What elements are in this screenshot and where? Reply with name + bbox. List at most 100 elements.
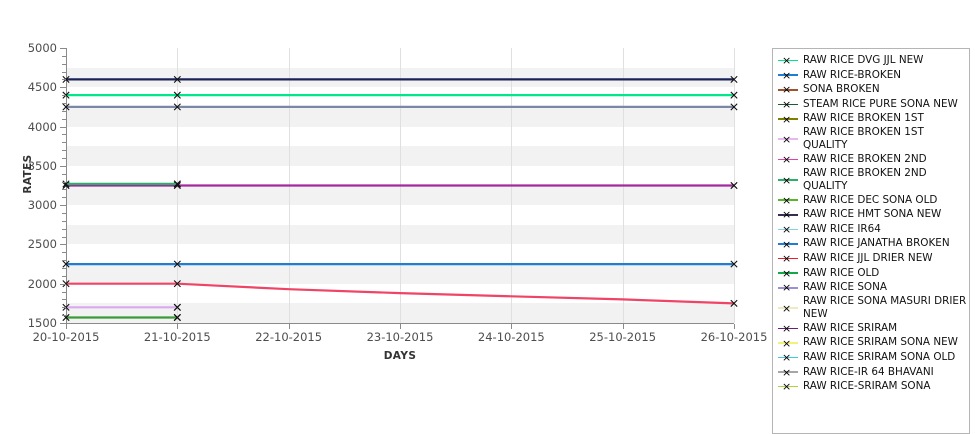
series-line-blue [62, 260, 738, 268]
legend-item-label: RAW RICE SONA MASURI DRIER NEW [803, 295, 967, 320]
y-tick-minor [62, 55, 66, 57]
legend-item-label: RAW RICE SONA [803, 281, 887, 294]
legend-item[interactable]: × STEAM RICE PURE SONA NEW [777, 97, 967, 112]
legend-item[interactable]: × SONA BROKEN [777, 82, 967, 97]
y-tick-minor [62, 307, 66, 309]
legend-marker-icon: × [777, 266, 799, 279]
x-tick-label: 26-10-2015 [700, 330, 768, 344]
x-tick-label: 20-10-2015 [32, 330, 100, 344]
legend-item[interactable]: × RAW RICE BROKEN 1ST QUALITY [777, 126, 967, 152]
legend-marker-icon: × [777, 83, 799, 96]
y-tick-label: 3000 [27, 198, 57, 213]
data-point-marker [173, 280, 181, 288]
y-tick-minor [62, 252, 66, 254]
data-point-marker [173, 303, 181, 311]
legend-marker-icon: × [777, 252, 799, 265]
x-tick [400, 324, 401, 329]
y-tick-minor [62, 299, 66, 301]
x-tick [288, 324, 290, 329]
y-tick-minor [62, 95, 66, 97]
data-point-marker [730, 299, 738, 307]
legend-item-label: RAW RICE HMT SONA NEW [803, 208, 942, 221]
data-point-marker [62, 75, 70, 84]
x-axis-line [66, 323, 734, 324]
y-tick [60, 48, 66, 49]
y-tick-minor [62, 173, 66, 175]
series-line-navy [62, 75, 738, 84]
legend-box[interactable]: × RAW RICE DVG JJL NEW × RAW RICE-BROKEN × SO… [772, 48, 970, 434]
legend-marker-icon: × [777, 112, 799, 125]
y-tick-minor [62, 268, 66, 269]
y-tick-label: 3500 [27, 158, 57, 173]
legend-item[interactable]: × RAW RICE DVG JJL NEW [777, 53, 967, 68]
x-tick-label: 21-10-2015 [143, 330, 211, 344]
data-point-marker [173, 103, 181, 111]
y-tick-label: 2000 [27, 276, 57, 291]
y-tick-minor [62, 181, 66, 183]
y-tick [60, 165, 66, 167]
legend-marker-icon: × [777, 336, 799, 349]
legend-item[interactable]: × RAW RICE-IR 64 BHAVANI [777, 365, 967, 380]
legend-item[interactable]: × RAW RICE SRIRAM SONA NEW [777, 335, 967, 350]
data-point-marker [62, 303, 70, 311]
legend-marker-icon: × [777, 365, 799, 378]
data-point-marker [62, 91, 70, 99]
legend-item[interactable]: × RAW RICE BROKEN 1ST [777, 111, 967, 126]
legend-marker-icon: × [777, 68, 799, 81]
legend-item-label: RAW RICE-SRIRAM SONA [803, 380, 931, 393]
legend-item[interactable]: × RAW RICE SRIRAM SONA OLD [777, 350, 967, 365]
legend-item-label: RAW RICE OLD [803, 266, 880, 279]
legend-item[interactable]: × RAW RICE-SRIRAM SONA [777, 379, 967, 394]
legend-item-label: RAW RICE IR64 [803, 222, 881, 235]
data-point-marker [62, 260, 70, 268]
legend-item[interactable]: × RAW RICE-BROKEN [777, 68, 967, 83]
legend-item[interactable]: × RAW RICE SRIRAM [777, 321, 967, 336]
legend-item-label: RAW RICE BROKEN 2ND QUALITY [803, 167, 927, 192]
legend-marker-icon: × [777, 153, 799, 166]
y-tick [60, 323, 66, 324]
legend-marker-icon: × [777, 322, 799, 335]
x-tick-label: 24-10-2015 [477, 330, 545, 344]
y-tick-minor [62, 189, 66, 191]
legend-item-label: RAW RICE SRIRAM SONA OLD [803, 350, 956, 363]
legend-item-label: RAW RICE BROKEN 1ST [803, 112, 924, 125]
y-tick-minor [62, 63, 66, 65]
x-tick-label: 23-10-2015 [366, 330, 434, 344]
legend-item[interactable]: × RAW RICE IR64 [777, 222, 967, 237]
legend-item-label: RAW RICE JANATHA BROKEN [803, 237, 950, 250]
y-tick-label: 5000 [27, 41, 57, 55]
legend-item-label: RAW RICE BROKEN 2ND [803, 153, 927, 166]
legend-marker-icon: × [777, 223, 799, 236]
legend-item[interactable]: × RAW RICE DEC SONA OLD [777, 193, 967, 208]
legend-item-label: RAW RICE-IR 64 BHAVANI [803, 365, 934, 378]
legend-marker-icon: × [777, 380, 799, 393]
y-tick-minor [62, 134, 66, 136]
legend-item[interactable]: × RAW RICE JJL DRIER NEW [777, 251, 967, 266]
legend-item[interactable]: × RAW RICE SONA MASURI DRIER NEW [777, 295, 967, 321]
data-point-marker [730, 91, 738, 99]
legend-item-label: RAW RICE SRIRAM SONA NEW [803, 336, 958, 349]
y-tick [60, 283, 66, 285]
y-tick-minor [62, 142, 66, 144]
y-tick-minor [62, 220, 66, 222]
series-lines [62, 75, 738, 322]
y-tick-label: 1500 [27, 316, 57, 330]
legend-item[interactable]: × RAW RICE JANATHA BROKEN [777, 236, 967, 251]
legend-marker-icon: × [777, 237, 799, 250]
legend-item[interactable]: × RAW RICE SONA [777, 280, 967, 295]
legend-item[interactable]: × RAW RICE BROKEN 2ND QUALITY [777, 167, 967, 193]
y-tick [60, 87, 66, 89]
legend-item[interactable]: × RAW RICE BROKEN 2ND [777, 152, 967, 167]
y-tick-minor [62, 71, 66, 73]
y-axis-title: RATES [22, 154, 34, 194]
series-line-spring-green [62, 91, 738, 99]
data-point-marker [730, 103, 738, 111]
legend-item[interactable]: × RAW RICE HMT SONA NEW [777, 207, 967, 222]
legend-item[interactable]: × RAW RICE OLD [777, 266, 967, 281]
y-tick-label: 4000 [27, 119, 57, 134]
x-axis-title: DAYS [383, 350, 417, 362]
y-tick-minor [62, 228, 66, 230]
y-tick-minor [62, 118, 66, 120]
data-point-marker [173, 75, 181, 84]
series-line-green [62, 313, 181, 322]
